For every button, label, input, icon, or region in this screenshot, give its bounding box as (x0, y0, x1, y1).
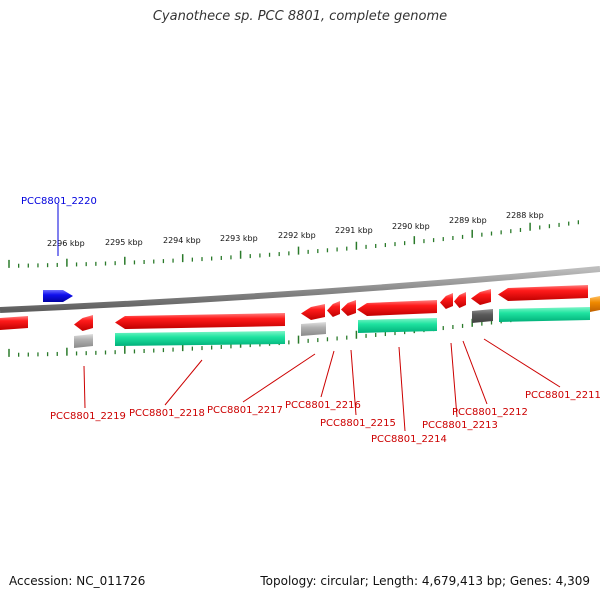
gene-label[interactable]: PCC8801_2212 (452, 407, 528, 418)
gene-block-other (301, 322, 326, 336)
ruler-tick-label: 2295 kbp (105, 238, 143, 247)
gene-label[interactable]: PCC8801_2217 (207, 405, 283, 416)
gene-label[interactable]: PCC8801_2215 (320, 418, 396, 429)
gene-arrow-cds (440, 293, 453, 309)
gene-label[interactable]: PCC8801_2218 (129, 408, 205, 419)
map-title: Cyanothece sp. PCC 8801, complete genome (152, 9, 448, 24)
gene-label[interactable]: PCC8801_2216 (285, 400, 361, 411)
gene-label[interactable]: PCC8801_2219 (50, 411, 126, 422)
gene-arrow-cds (115, 313, 285, 329)
protein-bar (358, 318, 437, 333)
gene-block-other (472, 309, 493, 323)
protein-bar (115, 331, 285, 346)
gene-arrow-cds (454, 292, 466, 308)
gene-block-other (590, 296, 600, 312)
leader-line (83, 365, 86, 409)
gene-label[interactable]: PCC8801_2211 (525, 390, 600, 401)
gene-arrow-cds (357, 300, 437, 316)
leader-line (462, 340, 488, 405)
ruler-tick-label: 2291 kbp (335, 226, 373, 235)
ruler-tick-label: 2293 kbp (220, 234, 258, 243)
leader-line (450, 342, 458, 418)
gene-arrow-highlight (43, 290, 73, 302)
ruler-tick-label: 2288 kbp (506, 211, 544, 220)
gene-label[interactable]: PCC8801_2220 (21, 196, 97, 207)
ruler-tick-label: 2290 kbp (392, 222, 430, 231)
ruler-tick-labels: 2296 kbp 2295 kbp 2294 kbp 2293 kbp 2292 kbp… (47, 211, 544, 248)
leader-line (164, 359, 203, 406)
ruler-tick-label: 2294 kbp (163, 236, 201, 245)
leader-line (242, 353, 316, 403)
gene-block-other (74, 334, 93, 348)
leader-line (483, 338, 561, 388)
ruler-tick-label: 2296 kbp (47, 239, 85, 248)
gene-arrow-cds (471, 289, 491, 305)
ruler-tick-label: 2289 kbp (449, 216, 487, 225)
gene-arrow-cds (74, 315, 93, 331)
gene-arrow-cds (498, 285, 588, 301)
ruler-tick-label: 2292 kbp (278, 231, 316, 240)
leader-line (398, 346, 406, 432)
leader-line (350, 349, 357, 416)
genome-summary-text: Topology: circular; Length: 4,679,413 bp… (260, 574, 590, 588)
gene-arrow-cds (327, 301, 340, 317)
accession-text: Accession: NC_011726 (9, 574, 146, 588)
gene-arrow-cds (0, 316, 28, 330)
gene-arrow-cds (341, 300, 356, 316)
leader-line (320, 350, 335, 398)
gene-label[interactable]: PCC8801_2214 (371, 434, 447, 445)
ruler-ticks-top (8, 220, 579, 268)
label-leader-lines (57, 204, 561, 432)
genome-backbone (0, 266, 600, 313)
gene-label[interactable]: PCC8801_2213 (422, 420, 498, 431)
gene-features (0, 285, 600, 348)
gene-arrow-cds (301, 304, 325, 320)
protein-bar (499, 307, 590, 322)
